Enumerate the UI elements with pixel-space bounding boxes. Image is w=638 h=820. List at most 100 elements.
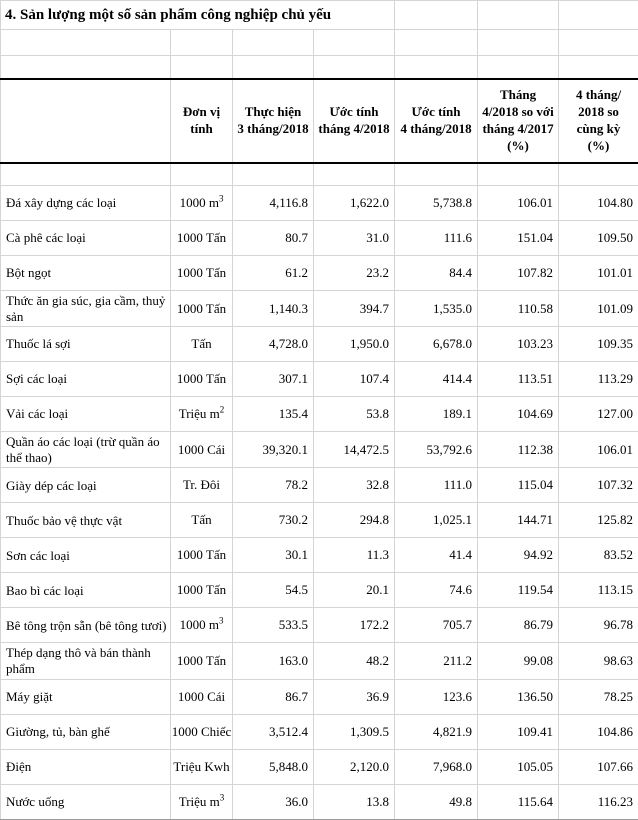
unit-cell: 1000 Cái (171, 679, 233, 714)
unit-cell: Tr. Đôi (171, 468, 233, 503)
value-cell: 84.4 (395, 256, 478, 291)
unit-base: 1000 m (180, 617, 219, 632)
value-cell: 107.82 (478, 256, 559, 291)
value-cell: 101.01 (559, 256, 638, 291)
value-cell: 163.0 (233, 643, 314, 679)
product-name-cell: Bê tông trộn sẵn (bê tông tươi) (1, 608, 171, 643)
spacer-row (1, 163, 638, 186)
value-cell: 104.86 (559, 714, 638, 749)
value-cell: 13.8 (314, 784, 395, 819)
unit-base: 1000 Tấn (177, 265, 226, 280)
page-title: 4. Sản lượng một số sản phẩm công nghiệp… (5, 7, 331, 23)
empty-cell (478, 56, 559, 80)
unit-cell: 1000 m3 (171, 608, 233, 643)
product-name-cell: Bao bì các loại (1, 573, 171, 608)
title-row: 4. Sản lượng một số sản phẩm công nghiệp… (1, 1, 638, 30)
unit-superscript: 2 (220, 405, 225, 415)
unit-base: 1000 m (180, 195, 219, 210)
product-name-cell: Thuốc bảo vệ thực vật (1, 503, 171, 538)
product-name-cell: Máy giặt (1, 679, 171, 714)
empty-cell (171, 56, 233, 80)
unit-cell: Tấn (171, 327, 233, 362)
value-cell: 1,140.3 (233, 291, 314, 327)
value-cell: 135.4 (233, 397, 314, 432)
unit-base: Triệu Kwh (173, 759, 229, 774)
unit-cell: 1000 m3 (171, 186, 233, 221)
unit-superscript: 3 (219, 194, 224, 204)
unit-cell: 1000 Cái (171, 432, 233, 468)
empty-row (1, 30, 638, 56)
value-cell: 78.25 (559, 679, 638, 714)
product-name-cell: Thức ăn gia súc, gia cầm, thuỷ sản (1, 291, 171, 327)
value-cell: 78.2 (233, 468, 314, 503)
value-cell: 105.05 (478, 749, 559, 784)
value-cell: 49.8 (395, 784, 478, 819)
empty-cell (559, 163, 638, 186)
value-cell: 115.04 (478, 468, 559, 503)
empty-cell (559, 56, 638, 80)
value-cell: 113.15 (559, 573, 638, 608)
empty-row (1, 56, 638, 80)
product-name-cell: Sơn các loại (1, 538, 171, 573)
value-cell: 20.1 (314, 573, 395, 608)
value-cell: 113.29 (559, 362, 638, 397)
value-cell: 189.1 (395, 397, 478, 432)
value-cell: 107.4 (314, 362, 395, 397)
value-cell: 115.64 (478, 784, 559, 819)
unit-base: Tấn (191, 512, 211, 527)
header-row: Đơn vị tính Thực hiện 3 tháng/2018 Ước t… (1, 79, 638, 163)
unit-base: 1000 Tấn (177, 582, 226, 597)
value-cell: 4,821.9 (395, 714, 478, 749)
unit-cell: Triệu m3 (171, 784, 233, 819)
value-cell: 2,120.0 (314, 749, 395, 784)
empty-cell (559, 30, 638, 56)
empty-cell (233, 30, 314, 56)
value-cell: 74.6 (395, 573, 478, 608)
value-cell: 414.4 (395, 362, 478, 397)
value-cell: 172.2 (314, 608, 395, 643)
empty-cell (1, 30, 171, 56)
value-cell: 533.5 (233, 608, 314, 643)
header-product (1, 79, 171, 163)
value-cell: 80.7 (233, 221, 314, 256)
header-estimate-apr: Ước tính tháng 4/2018 (314, 79, 395, 163)
unit-cell: 1000 Tấn (171, 221, 233, 256)
value-cell: 111.6 (395, 221, 478, 256)
product-name-cell: Vải các loại (1, 397, 171, 432)
header-pct-vs-apr2017: Tháng 4/2018 so với tháng 4/2017 (%) (478, 79, 559, 163)
product-name-cell: Nước uống (1, 784, 171, 819)
value-cell: 36.9 (314, 679, 395, 714)
value-cell: 211.2 (395, 643, 478, 679)
value-cell: 103.23 (478, 327, 559, 362)
value-cell: 394.7 (314, 291, 395, 327)
header-unit: Đơn vị tính (171, 79, 233, 163)
value-cell: 151.04 (478, 221, 559, 256)
product-name-cell: Giày dép các loại (1, 468, 171, 503)
value-cell: 53.8 (314, 397, 395, 432)
product-name-cell: Đá xây dựng các loại (1, 186, 171, 221)
table-head: 4. Sản lượng một số sản phẩm công nghiệp… (1, 1, 638, 186)
unit-base: 1000 Tấn (177, 547, 226, 562)
value-cell: 112.38 (478, 432, 559, 468)
unit-cell: Triệu Kwh (171, 749, 233, 784)
value-cell: 39,320.1 (233, 432, 314, 468)
value-cell: 294.8 (314, 503, 395, 538)
value-cell: 61.2 (233, 256, 314, 291)
header-pct-vs-same-period: 4 tháng/ 2018 so cùng kỳ (%) (559, 79, 638, 163)
value-cell: 94.92 (478, 538, 559, 573)
empty-cell (395, 163, 478, 186)
